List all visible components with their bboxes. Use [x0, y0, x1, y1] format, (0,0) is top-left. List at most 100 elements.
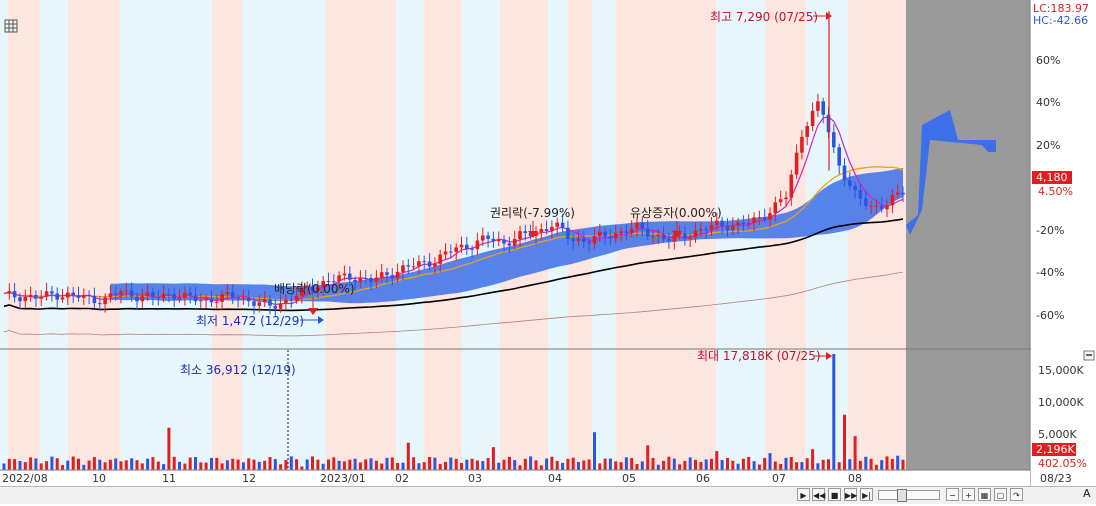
volume-bar — [662, 460, 666, 470]
volume-bar — [555, 460, 559, 470]
zoom-slider-thumb[interactable] — [897, 489, 907, 502]
x-tick: 2023/01 — [320, 472, 366, 485]
candle-body — [459, 244, 464, 248]
volume-bar — [300, 466, 304, 470]
candle-body — [746, 222, 751, 225]
volume-bar — [263, 460, 267, 470]
volume-bar — [66, 460, 70, 470]
candle-body — [842, 165, 847, 181]
volume-bar — [390, 457, 394, 470]
dividend-annotation: 배당락(0.00%) — [274, 282, 355, 315]
candle-body — [895, 192, 900, 195]
x-tick: 2022/08 — [2, 472, 48, 485]
volume-bar — [342, 461, 346, 470]
price-tick: -40% — [1036, 266, 1064, 279]
volume-bar — [460, 463, 463, 470]
volume-high-label: 최대 17,818K (07/25) — [697, 349, 821, 363]
volume-bar — [454, 458, 458, 470]
candle-body — [348, 273, 352, 280]
cursor-toggle-icon[interactable]: ↷ — [1010, 488, 1023, 501]
volume-bar — [688, 457, 692, 470]
candle-body — [289, 299, 294, 301]
volume-bar — [763, 457, 767, 470]
current-volume: 2,196K — [1036, 443, 1075, 456]
price-high-label: 최고 7,290 (07/25) — [710, 10, 818, 24]
volume-bar — [848, 459, 852, 470]
x-tick: 08 — [848, 472, 862, 485]
volume-bar — [87, 460, 91, 470]
volume-bar — [800, 462, 804, 470]
zoom-in-icon[interactable]: + — [962, 488, 975, 501]
volume-bar — [316, 459, 320, 470]
candle-body — [76, 295, 81, 298]
candle-body — [832, 132, 836, 148]
volume-bar — [710, 458, 713, 470]
candle-body — [60, 297, 65, 300]
ma120-line — [3, 271, 904, 337]
period-band — [0, 0, 8, 470]
volume-bar — [374, 460, 378, 470]
volume-bar — [183, 463, 187, 470]
candle-body — [129, 290, 134, 297]
period-band — [462, 0, 500, 470]
candle-body — [71, 292, 75, 296]
volume-bar — [747, 456, 751, 470]
volume-bar — [220, 463, 224, 470]
candle-body — [177, 297, 182, 300]
future-projection-area — [906, 0, 1030, 486]
volume-bars — [2, 354, 905, 470]
candle-body — [135, 296, 139, 302]
volume-bar — [385, 457, 389, 470]
candle-body — [901, 192, 905, 195]
candle-body — [688, 237, 692, 239]
volume-bar — [444, 461, 447, 470]
candle-body — [544, 229, 549, 231]
volume-bar — [741, 458, 745, 470]
candle-body — [108, 293, 113, 298]
cloud-projection — [906, 110, 996, 235]
volume-bar — [178, 461, 181, 470]
candle-body — [789, 174, 794, 198]
scroll-right-button[interactable]: ▶▶ — [844, 488, 857, 501]
text-tool-button[interactable]: A — [1083, 487, 1091, 500]
x-tick: 05 — [622, 472, 636, 485]
zoom-out-icon[interactable]: − — [946, 488, 959, 501]
candle-body — [512, 239, 517, 246]
volume-bar — [593, 432, 596, 470]
volume-bar — [672, 458, 676, 470]
layout-toggle-icon[interactable]: ▢ — [994, 488, 1007, 501]
zoom-slider[interactable] — [878, 490, 940, 500]
candle-body — [321, 281, 325, 288]
candle-body — [124, 290, 129, 292]
period-band — [40, 0, 68, 470]
volume-bar — [890, 458, 894, 470]
candle-body — [161, 293, 166, 299]
scroll-start-button[interactable]: ▶ — [797, 488, 810, 501]
candle-body — [619, 231, 623, 234]
candle-body — [427, 261, 432, 267]
candle-body — [762, 217, 767, 220]
candle-body — [672, 234, 677, 242]
volume-bar — [34, 458, 38, 470]
volume-panel-collapse-icon[interactable] — [1083, 350, 1095, 361]
volume-bar — [284, 459, 288, 470]
period-band — [212, 0, 242, 470]
volume-bar — [401, 462, 405, 470]
candle-body — [103, 297, 107, 305]
volume-bar — [252, 459, 256, 470]
candle-body — [7, 291, 12, 294]
stop-button[interactable]: ■ — [828, 488, 841, 501]
ichimoku-cloud — [110, 110, 996, 304]
grid-toggle-icon[interactable]: ▦ — [978, 488, 991, 501]
scroll-left-button[interactable]: ◀◀ — [812, 488, 825, 501]
candle-body — [18, 297, 22, 302]
volume-bar — [630, 458, 634, 470]
candle-body — [709, 224, 714, 231]
volume-bar — [805, 458, 809, 470]
scroll-end-button[interactable]: ▶| — [860, 488, 873, 501]
chart-settings-icon[interactable] — [4, 19, 18, 33]
volume-bar — [518, 465, 522, 470]
candle-body — [816, 101, 820, 111]
